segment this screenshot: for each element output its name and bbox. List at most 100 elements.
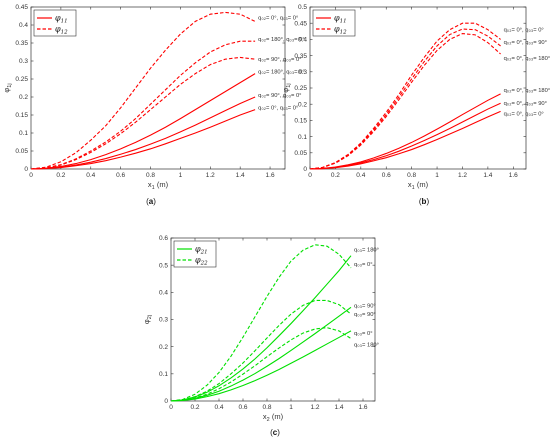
panel-caption: (a) — [146, 197, 156, 206]
y-tick-label: 0.05 — [15, 148, 28, 155]
legend-box — [33, 9, 77, 37]
series-annotation: q₀₃= 90° — [354, 312, 376, 318]
series-annotation: q₀₃= 0° — [354, 331, 373, 337]
x-tick-label: 0 — [169, 404, 173, 411]
series-annotation: q₀₂= 0°, q₀₃= 0° — [258, 106, 298, 112]
x-tick-label: 0.2 — [331, 172, 340, 179]
y-tick-label: 0 — [24, 166, 28, 173]
series-annotation: q₀₂= 0°, q₀₃= 0° — [504, 27, 544, 33]
series-line-dashed — [30, 40, 256, 170]
x-tick-label: 1.6 — [509, 172, 518, 179]
y-tick-label: 0.35 — [15, 40, 28, 47]
y-tick-label: 0.1 — [159, 371, 168, 378]
x-tick-label: 0.2 — [190, 404, 199, 411]
series-line-solid — [309, 110, 501, 170]
legend-label: φ22 — [195, 256, 208, 267]
legend-label: φ11 — [334, 14, 347, 25]
chart-a: 0 0.2 0.4 0.6 0.8 1 1.2 1.4 1.6 0 0.05 0.1 0.15 0.2 0.… — [2, 4, 305, 206]
x-axis-label: x1 (m) — [408, 180, 429, 191]
series-line-solid — [309, 102, 501, 170]
y-tick-label: 0.4 — [159, 290, 168, 297]
series-annotation: q₀₂= 90°, q₀₃= 0° — [258, 57, 301, 63]
y-tick-label: 0.4 — [298, 37, 307, 44]
x-tick-label: 1.2 — [206, 172, 215, 179]
x-tick-label: 0.4 — [356, 172, 365, 179]
legend-label: φ21 — [195, 245, 208, 256]
x-tick-label: 1 — [179, 172, 183, 179]
y-axis-label: φ2j — [142, 315, 153, 324]
panel-caption: (c) — [270, 428, 280, 437]
series-line-solid — [170, 255, 352, 402]
x-tick-label: 0.4 — [214, 404, 223, 411]
series-line-dashed — [170, 327, 352, 402]
series-annotation: q₀₃= 180° — [354, 343, 379, 349]
x-tick-label: 1.6 — [358, 404, 367, 411]
x-tick-label: 0 — [308, 172, 312, 179]
series-line-solid — [309, 93, 501, 170]
legend-label: φ11 — [55, 14, 68, 25]
x-tick-label: 1 — [289, 404, 293, 411]
legend-label: φ12 — [55, 25, 68, 36]
x-axis-label: x1 (m) — [148, 180, 169, 191]
series-line-dashed — [170, 244, 352, 402]
y-tick-label: 0.4 — [19, 22, 28, 29]
series-annotation: q₀₂= 90°, q₀₃= 0° — [258, 93, 301, 99]
x-tick-label: 1.2 — [310, 404, 319, 411]
series-line-dashed — [30, 11, 256, 170]
chart-c: 0 0.2 0.4 0.6 0.8 1 1.2 1.4 1.6 0 0.1 0.2 0.3 0.4 0.5 0… — [142, 235, 379, 437]
legend-label: φ12 — [334, 25, 347, 36]
series-line-dashed — [30, 56, 256, 170]
y-tick-label: 0.15 — [294, 118, 307, 125]
x-tick-label: 0 — [29, 172, 33, 179]
chart-b: 0 0.2 0.4 0.6 0.8 1 1.2 1.4 1.6 0 0.05 0.1 0.15 0.2 0.… — [281, 4, 550, 206]
x-tick-label: 0.4 — [86, 172, 95, 179]
series-annotation: q₀₂= 0°, q₀₃= 0° — [258, 15, 298, 21]
y-tick-label: 0.25 — [15, 76, 28, 83]
series-annotation: q₀₃= 90° — [354, 303, 376, 309]
series-annotation: q₀₂= 0°, q₀₃= 180° — [504, 88, 550, 94]
y-tick-label: 0.5 — [159, 262, 168, 269]
series-annotation: q₀₂= 180°, q₀₃= 0° — [258, 70, 305, 76]
y-tick-label: 0.3 — [298, 69, 307, 76]
series-annotation: q₀₂= 0°, q₀₃= 180° — [504, 56, 550, 62]
y-tick-label: 0.35 — [294, 53, 307, 60]
y-tick-label: 0.15 — [15, 112, 28, 119]
series-line-solid — [170, 306, 352, 402]
x-tick-label: 0.6 — [382, 172, 391, 179]
y-tick-label: 0.45 — [294, 20, 307, 27]
y-tick-label: 0.6 — [159, 235, 168, 242]
x-tick-label: 1.2 — [458, 172, 467, 179]
y-tick-label: 0.2 — [19, 94, 28, 101]
panel-caption: (b) — [419, 197, 430, 206]
x-tick-label: 0.2 — [56, 172, 65, 179]
y-tick-label: 0.5 — [298, 4, 307, 11]
x-tick-label: 0.8 — [407, 172, 416, 179]
series-line-dashed — [170, 299, 352, 402]
series-annotation: q₀₂= 0°, q₀₃= 90° — [504, 40, 547, 46]
y-tick-label: 0.05 — [294, 150, 307, 157]
y-tick-label: 0.1 — [298, 134, 307, 141]
series-annotation: q₀₃= 180° — [354, 248, 379, 254]
x-tick-label: 0.8 — [146, 172, 155, 179]
legend-box — [173, 240, 217, 268]
x-axis-label: x2 (m) — [263, 412, 284, 423]
y-tick-label: 0.3 — [19, 58, 28, 65]
plot-frame — [309, 6, 527, 170]
y-tick-label: 0 — [303, 166, 307, 173]
x-tick-label: 1.4 — [483, 172, 492, 179]
series-line-dashed — [309, 22, 501, 170]
series-line-dashed — [309, 33, 501, 170]
y-axis-label: φ1j — [2, 83, 13, 92]
y-tick-label: 0.2 — [159, 344, 168, 351]
y-tick-label: 0.45 — [15, 4, 28, 11]
series-annotation: q₀₂= 0°, q₀₃= 90° — [504, 101, 547, 107]
x-tick-label: 1.4 — [334, 404, 343, 411]
x-tick-label: 0.8 — [262, 404, 271, 411]
y-tick-label: 0 — [164, 398, 168, 405]
y-axis-label: φ1j — [281, 83, 292, 92]
y-tick-label: 0.25 — [294, 85, 307, 92]
plot-frame — [170, 237, 376, 402]
x-tick-label: 1.6 — [266, 172, 275, 179]
y-tick-label: 0.1 — [19, 130, 28, 137]
